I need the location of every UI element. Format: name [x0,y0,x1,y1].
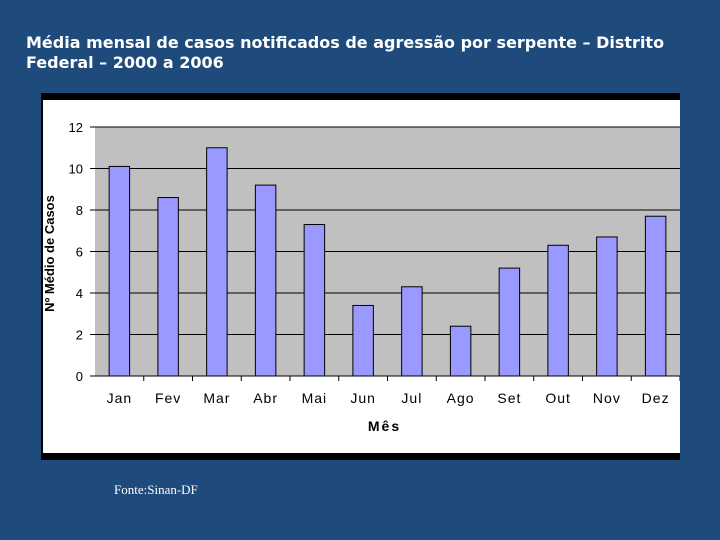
slide-title: Média mensal de casos notificados de agr… [26,33,665,72]
x-tick-label: Jan [107,390,133,406]
x-tick-label: Ago [447,390,475,406]
bar-chart: 0 2 4 6 8 10 12 Jan Fev Mar Abr Mai Jun Jul Ago Set Out… [43,120,680,434]
source-note: Fonte:Sinan-DF [114,482,198,497]
y-tick-label: 12 [69,120,83,135]
x-tick-label: Nov [593,390,621,406]
x-tick-label: Jun [350,390,376,406]
bar [644,215,667,377]
y-tick-labels: 0 2 4 6 8 10 12 [69,120,83,384]
y-tick-label: 0 [76,369,83,384]
bar [401,286,423,377]
bar [449,325,472,377]
x-tick-label: Fev [155,390,181,406]
y-tick-label: 10 [69,162,83,177]
bar [498,267,521,377]
bar [157,197,179,377]
x-tick-label: Dez [642,390,670,406]
x-tick-label: Mar [203,390,230,406]
bar [547,244,569,377]
y-tick-label: 2 [76,328,83,343]
x-tick-label: Jul [401,390,422,406]
y-tick-label: 6 [76,245,83,260]
y-tick-label: 8 [76,203,83,218]
gridlines [90,126,680,377]
x-axis-label: Mês [368,418,401,434]
bar [303,224,326,377]
x-tick-labels: Jan Fev Mar Abr Mai Jun Jul Ago Set Out Nov Dez [107,390,670,406]
x-tick-label: Mai [302,390,328,406]
x-tick-label: Abr [253,390,278,406]
bar [254,184,277,377]
bar [596,236,618,377]
bar [206,147,228,377]
y-axis-label: Nº Médio de Casos [43,195,57,312]
y-tick-label: 4 [76,286,83,301]
x-tick-label: Set [497,390,521,406]
bar [352,304,374,377]
chart-frame: 0 2 4 6 8 10 12 Jan Fev Mar Abr Mai Jun Jul Ago Set Out… [41,93,680,460]
bar [108,165,131,377]
x-tick-label: Out [545,390,571,406]
